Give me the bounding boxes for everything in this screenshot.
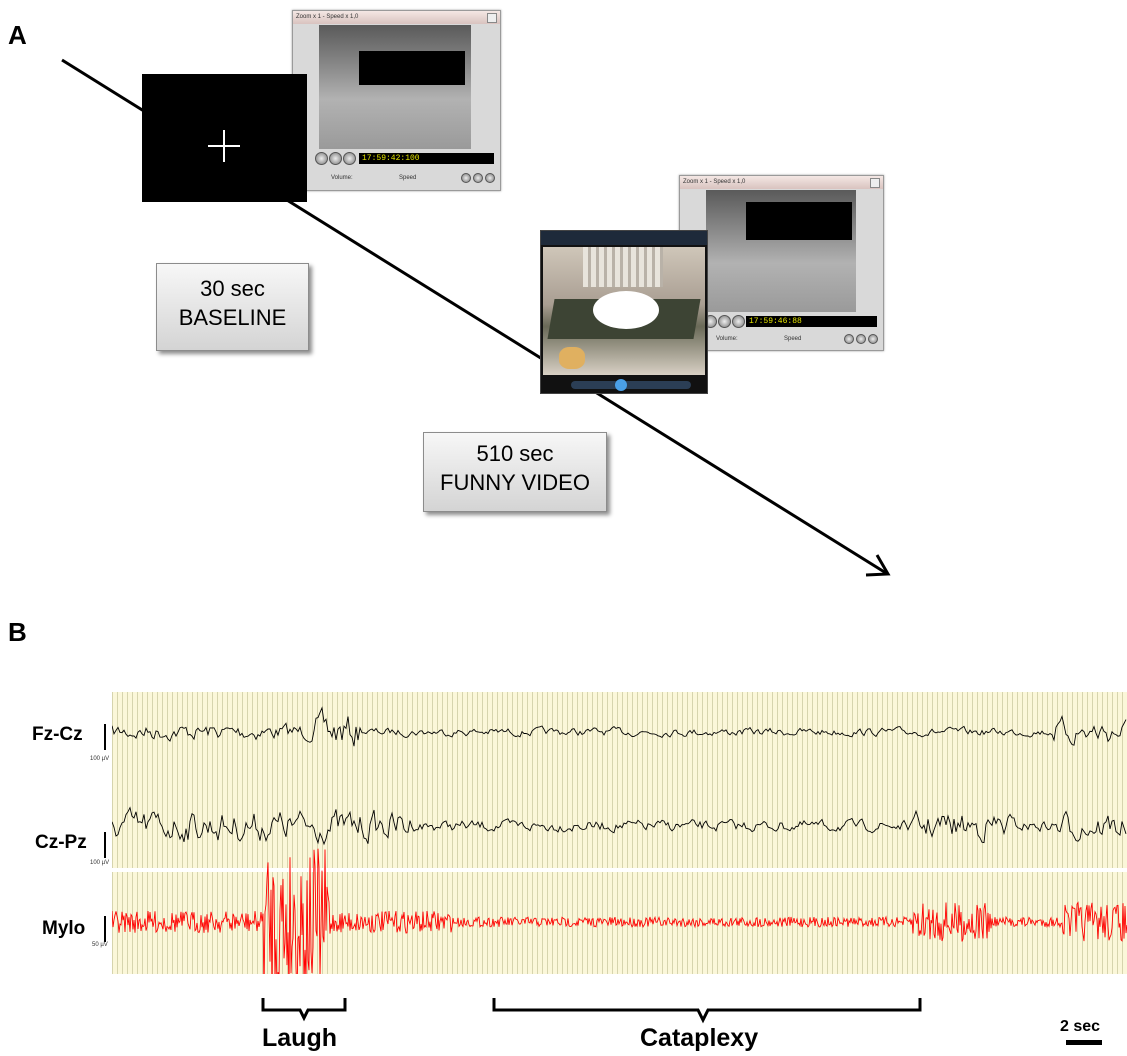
- close-icon: [487, 13, 497, 23]
- eeg-traces: [112, 706, 1127, 974]
- channel-label-fz-cz: Fz-Cz: [32, 724, 83, 745]
- pause-icon: [343, 152, 356, 165]
- trace-mylo: [112, 848, 1127, 974]
- baseline-title: BASELINE: [178, 305, 287, 330]
- radiator-shape: [583, 247, 663, 287]
- laugh-label: Laugh: [262, 1024, 337, 1052]
- camera-window-2: Zoom x 1 - Speed x 1,0 17:59:46:88 Volum…: [679, 175, 884, 351]
- laugh-bracket: [261, 998, 347, 1022]
- rewind-icon: [315, 152, 328, 165]
- face-redaction: [746, 202, 852, 240]
- trace-cz-pz: [112, 806, 1127, 846]
- cataplexy-label: Cataplexy: [640, 1024, 759, 1052]
- speed-label: Speed: [784, 336, 802, 342]
- channel-label-mylo: Mylo: [42, 918, 86, 939]
- speed-label: Speed: [399, 175, 417, 181]
- play-icon: [329, 152, 342, 165]
- patient-video-frame: [706, 190, 856, 312]
- play-icon: [718, 315, 731, 328]
- baseline-duration: 30 sec: [200, 276, 265, 301]
- scale-bar: [104, 724, 106, 750]
- panel-b-letter: B: [8, 617, 27, 647]
- trace-fz-cz: [112, 706, 1127, 747]
- scale-label: 100 µV: [90, 860, 110, 866]
- eeg-background: [112, 692, 1127, 868]
- fixation-cross-screen: [142, 74, 307, 202]
- logo-shape: [559, 347, 585, 369]
- event-brackets: [261, 998, 922, 1024]
- zoom-in-icon: [844, 334, 854, 344]
- close-icon: [870, 178, 880, 188]
- cataplexy-bracket: [492, 998, 922, 1024]
- video-title: FUNNY VIDEO: [440, 470, 590, 495]
- video-player-window: [540, 230, 708, 394]
- volume-label: Volume:: [716, 336, 738, 342]
- zoom-in-icon: [461, 173, 471, 183]
- rabbit-video-frame: [543, 247, 705, 375]
- camera-window-1: Zoom x 1 - Speed x 1,0 17:59:42:100 Volu…: [292, 10, 501, 191]
- video-duration: 510 sec: [476, 441, 554, 466]
- time-scale-bar: [1066, 1040, 1102, 1045]
- patient-video-frame: [319, 25, 471, 149]
- pause-icon: [732, 315, 745, 328]
- face-redaction: [359, 51, 465, 85]
- rabbit-shape: [593, 291, 659, 329]
- video-player-titlebar: [541, 231, 707, 245]
- play-icon: [615, 379, 627, 391]
- time-scale-label: 2 sec: [1060, 1018, 1101, 1035]
- scale-bar: [104, 832, 106, 858]
- panel-a-letter: A: [8, 20, 27, 50]
- zoom-out-icon: [473, 173, 483, 183]
- camera-timestamp: 17:59:46:88: [746, 316, 877, 327]
- volume-label: Volume:: [331, 175, 353, 181]
- zoom-out-icon: [856, 334, 866, 344]
- scale-label: 50 µV: [92, 942, 108, 948]
- baseline-label-box: 30 sec BASELINE: [156, 263, 309, 351]
- funny-video-label-box: 510 sec FUNNY VIDEO: [423, 432, 607, 512]
- fixation-cross-icon: [208, 130, 240, 162]
- player-control-bar: [571, 379, 691, 391]
- channel-label-cz-pz: Cz-Pz: [35, 832, 87, 853]
- scale-label: 100 µV: [90, 756, 110, 762]
- fullscreen-icon: [485, 173, 495, 183]
- camera-timestamp: 17:59:42:100: [359, 153, 494, 164]
- camera-window-2-title: Zoom x 1 - Speed x 1,0: [680, 176, 883, 189]
- scale-bar: [104, 916, 106, 942]
- camera-window-1-title: Zoom x 1 - Speed x 1,0: [293, 11, 500, 24]
- fullscreen-icon: [868, 334, 878, 344]
